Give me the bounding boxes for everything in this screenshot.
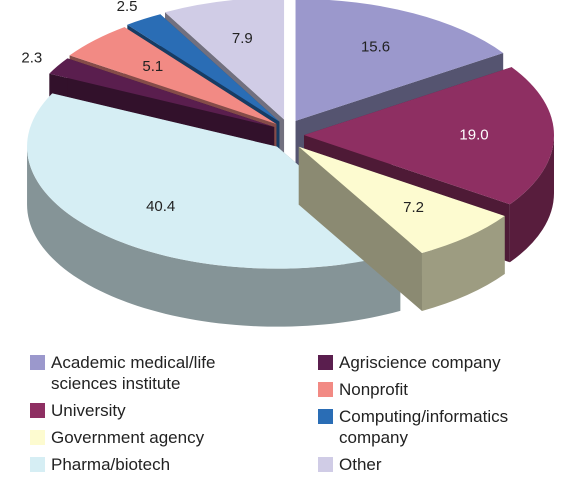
- legend-column: Academic medical/life sciences institute…: [30, 352, 318, 475]
- legend-item: Nonprofit: [318, 379, 570, 400]
- legend-item: University: [30, 400, 318, 421]
- data-label: 7.2: [403, 199, 424, 216]
- legend-swatch: [30, 355, 45, 370]
- slice: [27, 93, 401, 269]
- data-label: 15.6: [361, 39, 390, 56]
- slice: [303, 67, 554, 205]
- legend-label: Academic medical/life sciences institute: [51, 353, 216, 393]
- legend-column: Agriscience company Nonprofit Computing/in…: [318, 352, 570, 475]
- legend-item: Computing/informatics company: [318, 406, 570, 448]
- slice: [49, 58, 275, 127]
- legend-label: University: [51, 401, 126, 420]
- slice: [127, 14, 280, 122]
- slice: [298, 146, 505, 253]
- data-label: 40.4: [146, 198, 175, 215]
- data-label: 19.0: [459, 127, 488, 144]
- slice: [295, 0, 504, 121]
- data-label: 2.5: [117, 0, 138, 15]
- legend-item: Other: [318, 454, 570, 475]
- legend-swatch: [30, 457, 45, 472]
- legend-label: Other: [339, 455, 382, 474]
- legend-label: Computing/informatics company: [339, 407, 509, 447]
- slice-side: [27, 146, 401, 327]
- legend-item: Government agency: [30, 427, 318, 448]
- legend-swatch: [30, 403, 45, 418]
- slice-wall: [298, 146, 422, 311]
- legend-swatch: [30, 430, 45, 445]
- legend-swatch: [318, 457, 333, 472]
- data-label: 5.1: [142, 58, 163, 75]
- data-label: 2.3: [21, 50, 42, 67]
- slice: [69, 27, 277, 125]
- legend-label: Agriscience company: [339, 353, 501, 372]
- legend-swatch: [318, 382, 333, 397]
- legend-swatch: [318, 409, 333, 424]
- legend-item: Pharma/biotech: [30, 454, 318, 475]
- slice-side: [509, 135, 554, 263]
- legend-label: Government agency: [51, 428, 205, 447]
- legend-label: Nonprofit: [339, 380, 408, 399]
- legend-item: Agriscience company: [318, 352, 570, 373]
- legend-item: Academic medical/life sciences institute: [30, 352, 318, 394]
- slice-side: [421, 216, 505, 311]
- legend: Academic medical/life sciences institute…: [30, 352, 570, 475]
- legend-swatch: [318, 355, 333, 370]
- legend-label: Pharma/biotech: [51, 455, 171, 474]
- chart: 15.6 19.0 7.2 40.4 2.3 5.1 2.5 7.9: [21, 0, 554, 327]
- slice: [165, 0, 285, 120]
- data-label: 7.9: [232, 30, 253, 47]
